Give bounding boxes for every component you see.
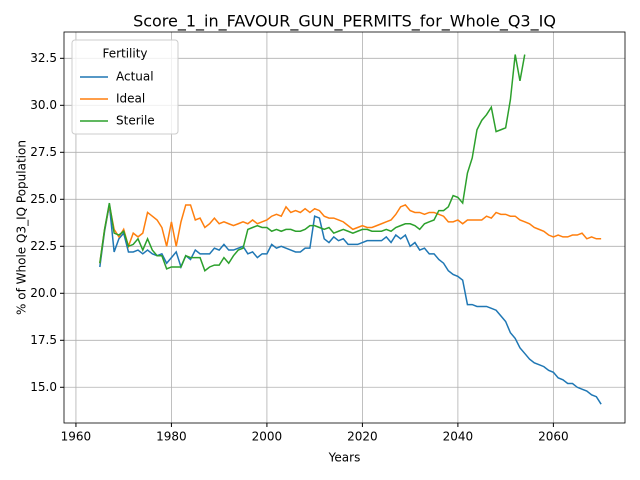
y-tick-label: 15.0 [30,380,57,394]
chart-title: Score_1_in_FAVOUR_GUN_PERMITS_for_Whole_… [133,12,556,32]
y-tick-label: 32.5 [30,51,57,65]
y-tick-label: 17.5 [30,333,57,347]
legend-box [71,39,179,135]
series-line [99,54,526,272]
x-tick-label: 2040 [443,430,474,444]
legend-title: Fertility [102,47,147,61]
x-tick-label: 1980 [156,430,187,444]
legend-label: Actual [116,70,154,84]
x-tick-label: 2060 [538,430,569,444]
legend-label: Ideal [116,92,145,106]
y-tick-label: 30.0 [30,98,57,112]
series-line [99,204,602,405]
y-tick-label: 22.5 [30,239,57,253]
y-tick-label: 27.5 [30,145,57,159]
y-axis-label: % of Whole Q3_IQ Population [15,140,29,315]
y-tick-label: 20.0 [30,286,57,300]
legend-label: Sterile [116,114,155,128]
series-line [99,204,602,264]
x-tick-label: 1960 [61,430,92,444]
y-tick-label: 25.0 [30,192,57,206]
x-axis-label: Years [328,451,361,465]
axes-frame [63,31,626,424]
x-tick-label: 2020 [347,430,378,444]
x-tick-label: 2000 [252,430,283,444]
